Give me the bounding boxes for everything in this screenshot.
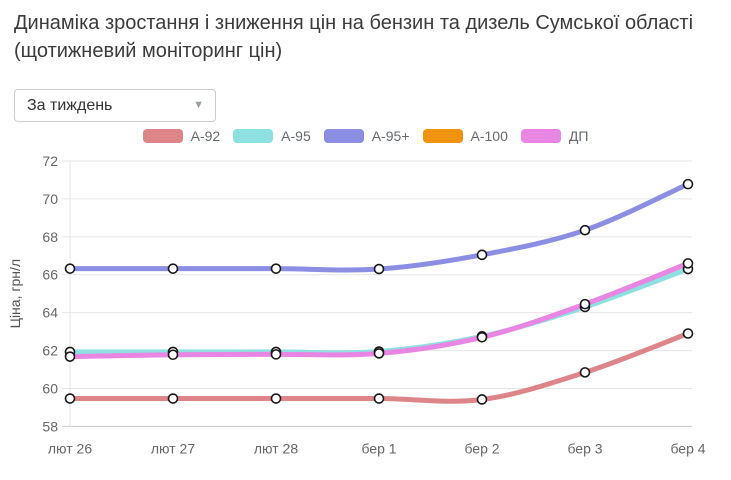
- data-point-marker-a-95plus[interactable]: [64, 263, 76, 274]
- data-point-marker-a-92[interactable]: [373, 393, 385, 404]
- page-title-line2: (щотижневий моніторинг цін): [14, 40, 283, 63]
- data-point-marker-a-95plus[interactable]: [270, 263, 282, 274]
- legend-swatch-icon: [422, 129, 463, 143]
- y-axis-tick-label: 58: [42, 418, 58, 434]
- y-axis-tick-label: 62: [42, 343, 58, 359]
- legend-item-дп[interactable]: ДП: [520, 128, 589, 144]
- data-point-marker-a-92[interactable]: [476, 394, 488, 405]
- legend-label: A-95+: [371, 128, 410, 144]
- legend-swatch-icon: [323, 129, 364, 143]
- x-axis-tick-label: бер 1: [361, 440, 396, 456]
- legend-item-a-95plus[interactable]: A-95+: [323, 128, 410, 144]
- data-point-marker-дп[interactable]: [270, 349, 282, 360]
- data-point-marker-дп[interactable]: [579, 298, 591, 310]
- data-point-marker-a-92[interactable]: [270, 393, 282, 404]
- y-axis-tick-label: 64: [42, 305, 58, 321]
- legend-swatch-icon: [233, 129, 274, 143]
- period-select-value: За тиждень: [27, 96, 113, 114]
- data-point-marker-a-95plus[interactable]: [373, 263, 385, 275]
- data-point-marker-a-95plus[interactable]: [167, 263, 179, 274]
- data-point-marker-a-95plus[interactable]: [579, 224, 591, 236]
- x-axis-tick-label: бер 3: [567, 440, 602, 456]
- data-point-marker-дп[interactable]: [682, 258, 694, 269]
- legend-swatch-icon: [520, 129, 561, 143]
- page-title-line1: Динаміка зростання і зниження цін на бен…: [14, 12, 694, 34]
- x-axis-tick-label: лют 26: [48, 440, 92, 456]
- y-axis-tick-label: 60: [42, 380, 58, 396]
- y-axis-title: Ціна, грн/л: [7, 259, 23, 328]
- price-chart: 58 60 62 64 66 68 70 72 лют 26 лют 27 лют 28 бер 1 б…: [0, 149, 731, 471]
- y-axis-tick-label: 66: [42, 267, 58, 283]
- data-point-marker-дп[interactable]: [64, 351, 76, 362]
- page-title: Динаміка зростання і зниження цін на бен…: [14, 9, 717, 66]
- series-line-дп: [67, 260, 691, 360]
- data-point-marker-дп[interactable]: [167, 349, 179, 361]
- series-line-a-95plus: [67, 181, 691, 273]
- legend-label: A-92: [190, 128, 221, 144]
- series-line-a-92: [67, 331, 691, 404]
- data-point-marker-a-95plus[interactable]: [682, 178, 694, 190]
- data-point-marker-a-95plus[interactable]: [476, 249, 488, 261]
- x-axis-tick-label: бер 4: [670, 440, 705, 456]
- legend-swatch-icon: [142, 129, 183, 143]
- data-point-marker-a-92[interactable]: [167, 393, 179, 404]
- data-point-marker-дп[interactable]: [373, 348, 385, 359]
- data-point-marker-a-92[interactable]: [579, 367, 591, 378]
- legend-label: A-95: [281, 128, 311, 144]
- data-point-marker-a-92[interactable]: [682, 328, 694, 339]
- legend-item-a-95[interactable]: A-95: [233, 128, 311, 144]
- fuel-price-widget: Динаміка зростання і зниження цін на бен…: [0, 9, 731, 480]
- data-point-marker-a-92[interactable]: [64, 393, 76, 404]
- x-axis-tick-label: лют 27: [151, 440, 195, 456]
- x-axis-tick-label: лют 28: [254, 440, 298, 456]
- y-axis-tick-label: 68: [42, 229, 58, 245]
- legend-label: A-100: [470, 128, 508, 144]
- legend-label: ДП: [568, 128, 589, 144]
- x-axis-tick-label: бер 2: [464, 440, 499, 456]
- series-line-a-95: [67, 266, 691, 356]
- chevron-down-icon: ▼: [193, 99, 204, 111]
- y-axis-tick-label: 72: [42, 153, 58, 169]
- y-axis-tick-label: 70: [42, 191, 58, 207]
- legend-item-a-100[interactable]: A-100: [422, 128, 508, 144]
- legend-item-a-92[interactable]: A-92: [142, 128, 221, 144]
- chart-legend: A-92 A-95 A-95+ A-100 ДП: [0, 128, 731, 144]
- period-select[interactable]: За тиждень ▼: [14, 89, 216, 122]
- data-point-marker-дп[interactable]: [476, 332, 488, 343]
- price-chart-svg: 58 60 62 64 66 68 70 72 лют 26 лют 27 лют 28 бер 1 б…: [7, 153, 706, 456]
